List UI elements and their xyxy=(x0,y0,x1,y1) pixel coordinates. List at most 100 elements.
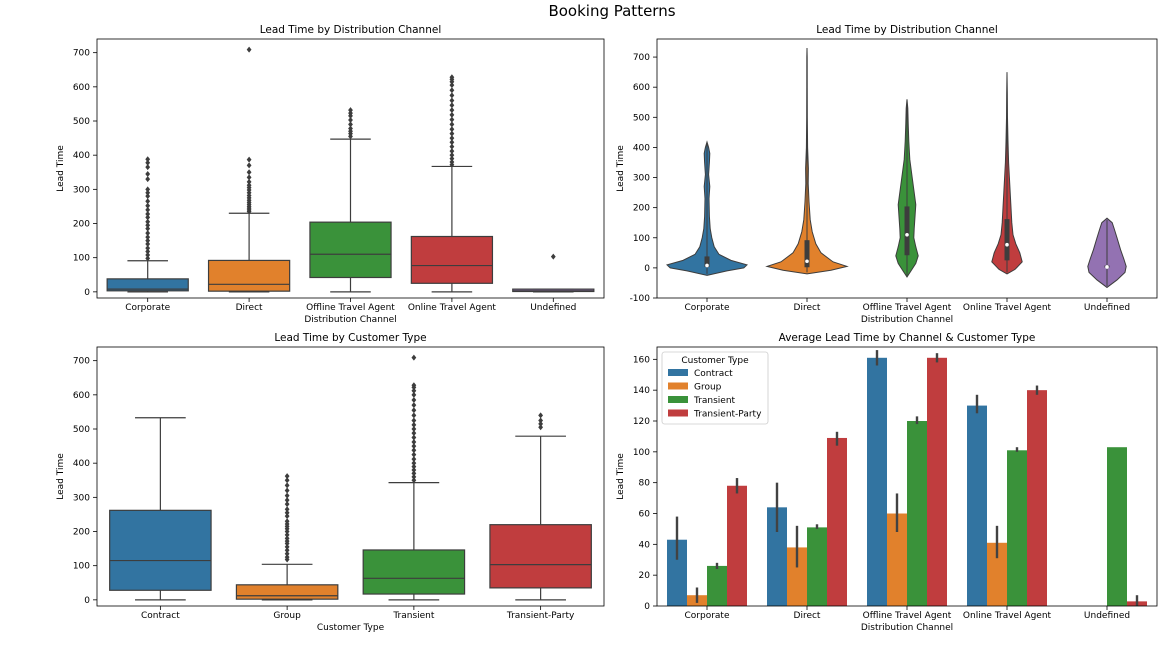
y-tick-label: 600 xyxy=(73,83,90,93)
outlier-online-travel-agent xyxy=(449,87,455,94)
outlier-undefined xyxy=(550,253,556,260)
outlier-online-travel-agent xyxy=(449,107,455,114)
legend-label-transient: Transient xyxy=(693,396,736,406)
outlier-corporate xyxy=(145,245,151,252)
outlier-corporate xyxy=(145,176,151,183)
bar-offline-travel-agent-transient-party xyxy=(927,357,947,606)
outlier-online-travel-agent xyxy=(449,139,455,146)
outlier-group xyxy=(284,501,290,508)
y-tick-label: 600 xyxy=(633,83,650,93)
x-tick-label-online-travel-agent: Online Travel Agent xyxy=(408,303,497,313)
violin-median-online-travel-agent xyxy=(1005,242,1009,247)
x-tick-label-online-travel-agent: Online Travel Agent xyxy=(963,303,1052,313)
outlier-online-travel-agent xyxy=(449,135,455,142)
x-tick-label-direct: Direct xyxy=(794,303,821,313)
y-tick-label: 120 xyxy=(633,417,650,427)
y-tick-label: 0 xyxy=(644,264,650,274)
outlier-transient xyxy=(411,438,417,445)
bar-direct-transient-party xyxy=(827,437,847,606)
outlier-group xyxy=(284,487,290,494)
violin-median-undefined xyxy=(1105,265,1109,269)
outlier-offline-travel-agent xyxy=(348,110,353,117)
outlier-transient xyxy=(411,447,417,454)
outlier-online-travel-agent xyxy=(449,116,455,123)
y-axis-label: Lead Time xyxy=(616,453,626,500)
outlier-transient xyxy=(411,396,417,403)
y-tick-label: 200 xyxy=(633,204,650,214)
y-tick-label: 400 xyxy=(633,143,650,153)
outlier-direct xyxy=(246,156,252,163)
box-transient-party xyxy=(489,524,592,589)
x-tick-label-online-travel-agent: Online Travel Agent xyxy=(963,611,1052,621)
outlier-transient xyxy=(411,412,417,419)
outlier-corporate xyxy=(145,164,151,171)
violin-iqr-offline-travel-agent xyxy=(904,206,910,256)
outlier-transient xyxy=(411,382,417,389)
outlier-corporate xyxy=(145,159,151,166)
outlier-transient xyxy=(411,434,417,441)
outlier-transient xyxy=(411,407,417,414)
outlier-online-travel-agent xyxy=(449,97,455,104)
x-tick-label-corporate: Corporate xyxy=(125,303,170,313)
outlier-corporate xyxy=(145,234,151,241)
outlier-corporate xyxy=(145,210,151,217)
outlier-transient xyxy=(411,451,417,458)
outlier-corporate xyxy=(145,186,151,193)
outlier-group xyxy=(284,492,290,499)
outlier-group xyxy=(284,554,290,561)
bar-direct-contract xyxy=(767,507,787,606)
x-tick-label-direct: Direct xyxy=(794,611,821,621)
legend-label-contract: Contract xyxy=(694,369,733,379)
plot-frame xyxy=(96,38,605,299)
y-tick-label: 100 xyxy=(633,448,650,458)
outlier-group xyxy=(284,543,290,550)
outlier-direct xyxy=(246,46,252,53)
outlier-transient xyxy=(411,430,417,437)
outlier-corporate xyxy=(145,214,151,221)
y-tick-label: 200 xyxy=(73,528,90,538)
legend-swatch-group xyxy=(668,382,688,390)
outlier-corporate xyxy=(145,248,151,255)
y-tick-label: 40 xyxy=(639,540,651,550)
outlier-group xyxy=(284,497,290,504)
outlier-group xyxy=(284,473,290,480)
outlier-group xyxy=(284,513,290,520)
outlier-group xyxy=(284,509,290,516)
outlier-online-travel-agent xyxy=(449,82,455,89)
bar-direct-group xyxy=(787,547,807,606)
y-tick-label: 400 xyxy=(73,459,90,469)
outlier-transient xyxy=(411,443,417,450)
violin-iqr-online-travel-agent xyxy=(1004,219,1010,261)
outlier-corporate xyxy=(145,170,151,177)
outlier-transient xyxy=(411,470,417,477)
y-tick-label: 60 xyxy=(639,510,651,520)
y-tick-label: 400 xyxy=(73,151,90,161)
outlier-group xyxy=(284,518,290,525)
y-tick-label: 300 xyxy=(73,493,90,503)
outlier-transient xyxy=(411,354,417,361)
panel-title: Lead Time by Distribution Channel xyxy=(816,24,998,36)
y-tick-label: 700 xyxy=(73,357,90,367)
outlier-transient xyxy=(411,477,417,484)
y-tick-label: 700 xyxy=(73,49,90,59)
x-tick-label-corporate: Corporate xyxy=(685,303,730,313)
legend-box xyxy=(661,351,769,425)
outlier-corporate xyxy=(145,237,151,244)
legend-label-group: Group xyxy=(694,383,722,393)
outlier-direct xyxy=(246,162,252,169)
y-axis-label: Lead Time xyxy=(56,453,66,500)
outlier-transient xyxy=(411,460,417,467)
outlier-online-travel-agent xyxy=(449,130,455,137)
outlier-group xyxy=(284,547,290,554)
outlier-group xyxy=(284,506,290,513)
y-tick-label: 300 xyxy=(73,185,90,195)
outlier-offline-travel-agent xyxy=(348,107,353,114)
y-tick-label: 100 xyxy=(73,254,90,264)
violin-median-direct xyxy=(805,259,809,264)
outlier-transient xyxy=(411,391,417,398)
y-tick-label: 80 xyxy=(639,479,651,489)
outlier-transient xyxy=(411,387,417,394)
y-tick-label: 500 xyxy=(73,117,90,127)
legend-swatch-contract xyxy=(668,369,688,376)
